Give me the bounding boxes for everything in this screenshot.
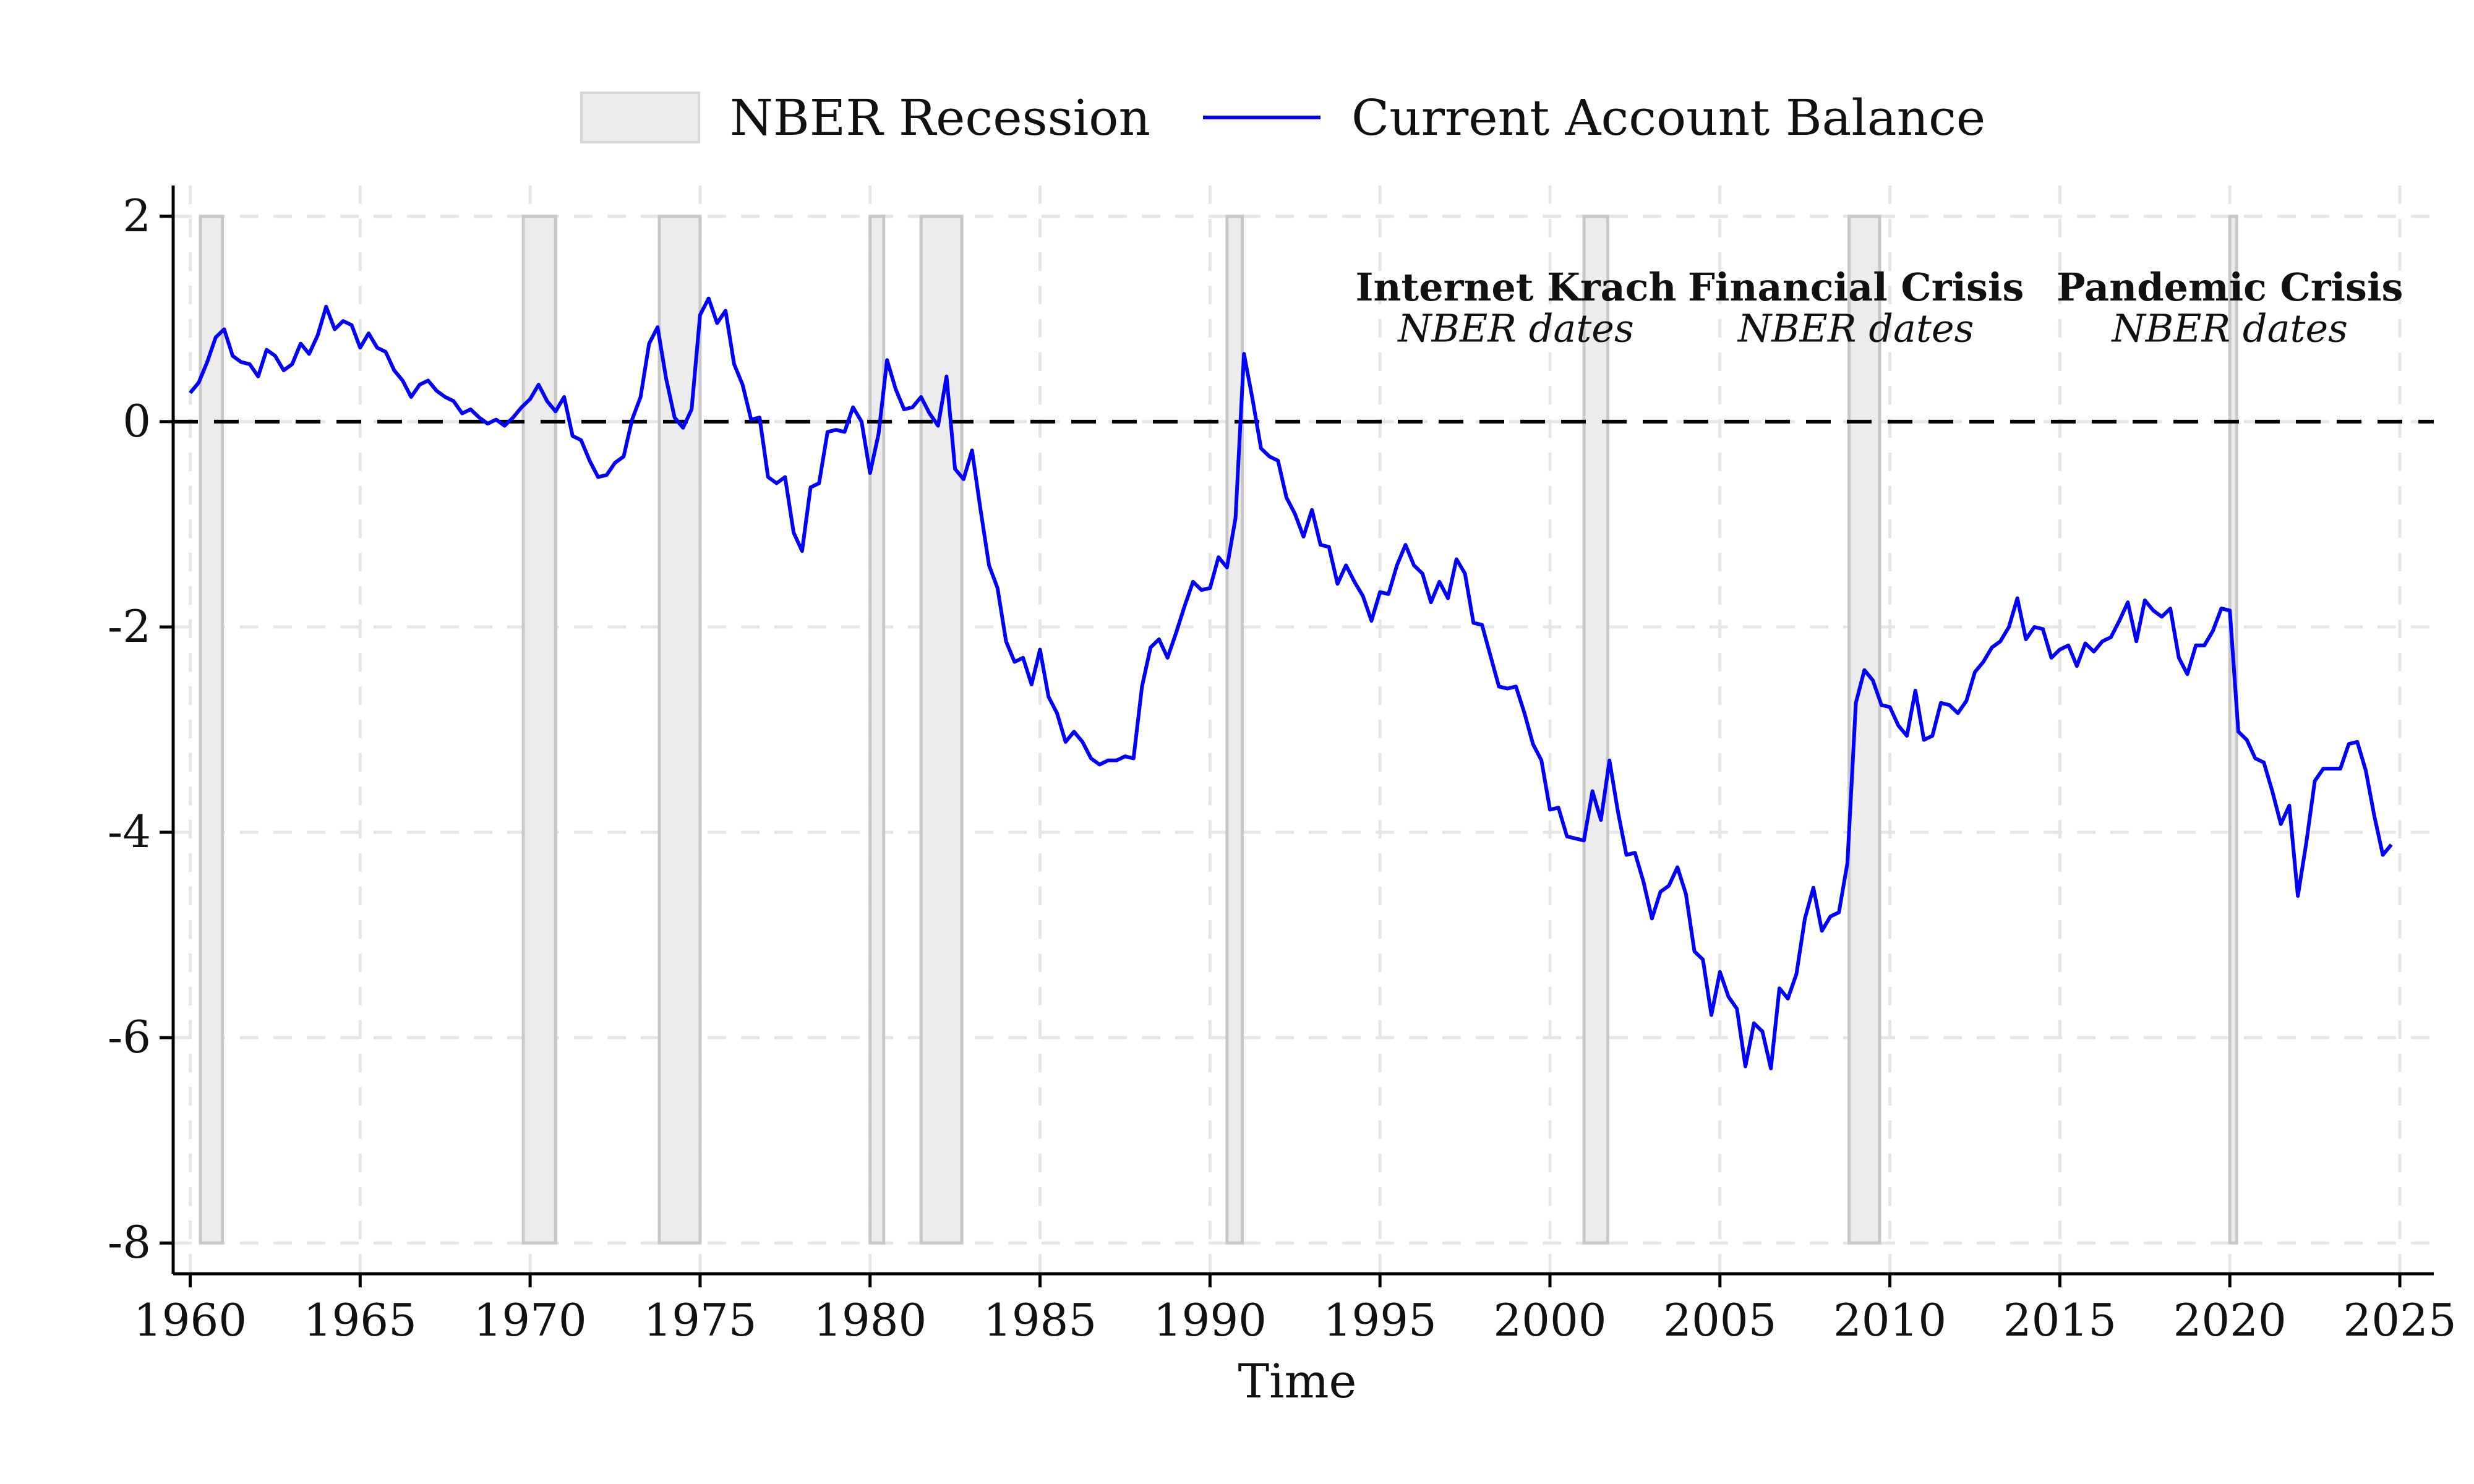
y-tick-label: 0 xyxy=(122,395,151,447)
recession-layer xyxy=(199,215,2238,1245)
y-tick-label: -6 xyxy=(108,1011,151,1063)
recession-band xyxy=(919,215,964,1245)
annotation-title: Internet Krach xyxy=(1355,265,1676,310)
legend-swatch-recession xyxy=(580,92,700,143)
x-tick-label: 1985 xyxy=(983,1294,1097,1346)
legend-label-current-account: Current Account Balance xyxy=(1351,89,1985,147)
y-tick-label: -8 xyxy=(108,1216,151,1268)
y-tick-label: 2 xyxy=(122,190,151,242)
y-tick-label: -4 xyxy=(108,806,151,858)
axes-layer xyxy=(171,186,2434,1276)
recession-band xyxy=(1225,215,1244,1245)
ticks-layer: 1960 1965 1970 1975 1980 1985 1990 1995 2000 2005… xyxy=(108,190,2457,1346)
x-tick-label: 1980 xyxy=(813,1294,927,1346)
x-tick-label: 1995 xyxy=(1324,1294,1437,1346)
grid-layer xyxy=(173,186,2434,1274)
recession-band xyxy=(2228,215,2238,1245)
annotation-title: Pandemic Crisis xyxy=(2057,265,2403,310)
annotation-subtitle: NBER dates xyxy=(1737,305,1974,351)
x-tick-label: 1990 xyxy=(1154,1294,1267,1346)
x-tick-label: 1965 xyxy=(304,1294,417,1346)
series-layer xyxy=(189,296,2393,1070)
x-tick-label: 2005 xyxy=(1663,1294,1776,1346)
annotation-subtitle: NBER dates xyxy=(2110,305,2348,351)
series-line-current-account-balance xyxy=(189,296,2393,1070)
recession-band xyxy=(868,215,886,1245)
x-tick-label: 2010 xyxy=(1833,1294,1946,1346)
legend-label-recession: NBER Recession xyxy=(730,89,1150,147)
x-tick-label: 1970 xyxy=(473,1294,586,1346)
y-tick-label: -2 xyxy=(108,600,151,652)
x-tick-label: 2000 xyxy=(1493,1294,1606,1346)
recession-band xyxy=(1582,215,1609,1245)
annotation-title: Financial Crisis xyxy=(1688,265,2024,310)
x-axis-title: Time xyxy=(1238,1354,1356,1409)
legend: NBER Recession Current Account Balance xyxy=(580,89,1985,147)
recession-band xyxy=(199,215,225,1245)
x-tick-label: 1960 xyxy=(134,1294,247,1346)
x-tick-label: 2020 xyxy=(2173,1294,2287,1346)
recession-band xyxy=(521,215,557,1245)
annotation-subtitle: NBER dates xyxy=(1397,305,1634,351)
x-tick-label: 2025 xyxy=(2343,1294,2456,1346)
x-tick-label: 2015 xyxy=(2003,1294,2117,1346)
x-tick-label: 1975 xyxy=(643,1294,756,1346)
